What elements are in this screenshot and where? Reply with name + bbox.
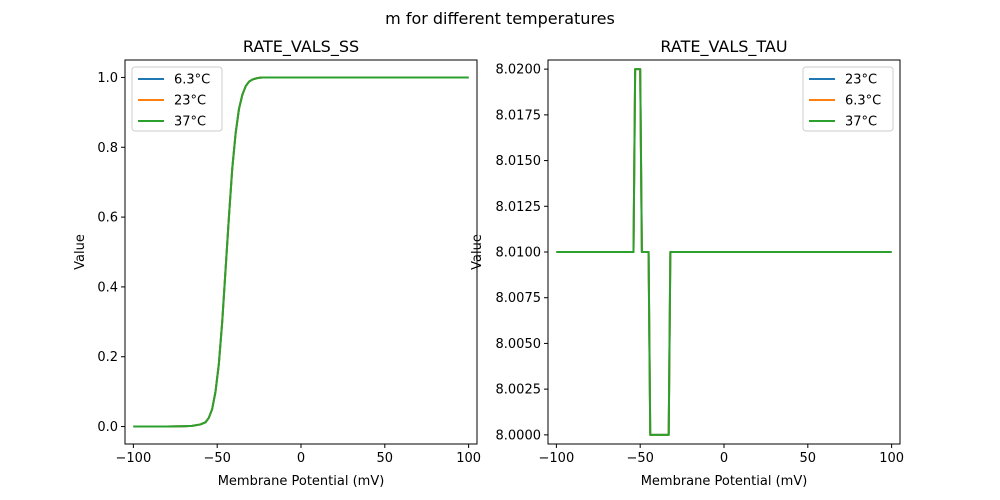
y-tick-label: 0.2 <box>97 350 118 365</box>
y-tick-label: 8.0075 <box>496 291 542 306</box>
legend-label: 37°C <box>174 115 206 130</box>
y-tick-label: 8.0100 <box>496 246 542 261</box>
legend-label: 37°C <box>845 115 877 130</box>
y-tick-label: 8.0000 <box>496 428 542 443</box>
legend-label: 23°C <box>174 94 206 109</box>
y-tick-label: 0.4 <box>97 280 118 295</box>
subplot-title: RATE_VALS_TAU <box>660 37 787 57</box>
subplot-title: RATE_VALS_SS <box>243 37 359 57</box>
legend-label: 23°C <box>845 73 877 88</box>
legend: 6.3°C 23°C 37°C <box>131 66 223 132</box>
legend-label: 6.3°C <box>845 94 881 109</box>
subplots: RATE_VALS_SS −100 −50 0 50 100 0.0 0.2 0.4 0.6 0.8… <box>73 37 904 489</box>
x-tick-label: −100 <box>539 451 575 466</box>
series-line <box>556 68 892 436</box>
axes-frame <box>124 59 478 445</box>
y-tick-label: 8.0175 <box>496 108 542 123</box>
x-tick-label: 50 <box>800 451 817 466</box>
x-tick-label: 50 <box>377 451 394 466</box>
x-axis-label: Membrane Potential (mV) <box>218 474 385 489</box>
x-tick-label: 0 <box>720 451 728 466</box>
y-tick-label: 0.0 <box>97 420 118 435</box>
axes-frame <box>547 59 901 445</box>
x-tick-label: −50 <box>203 451 230 466</box>
legend-box <box>131 66 223 132</box>
legend-label: 6.3°C <box>174 73 210 88</box>
y-tick-label: 0.8 <box>97 141 118 156</box>
y-tick-label: 8.0150 <box>496 154 542 169</box>
x-tick-label: 0 <box>297 451 305 466</box>
subplot-2: RATE_VALS_TAU −100 −50 0 50 100 8.0000 8.0025 8.… <box>470 37 904 489</box>
y-tick-label: 1.0 <box>97 71 118 86</box>
figure-suptitle: m for different temperatures <box>385 9 615 28</box>
y-tick-label: 0.6 <box>97 211 118 226</box>
x-tick-label: 100 <box>879 451 904 466</box>
y-tick-label: 8.0125 <box>496 200 542 215</box>
series-line <box>133 76 469 428</box>
y-axis-label: Value <box>73 234 88 270</box>
y-tick-label: 8.0050 <box>496 337 542 352</box>
subplot-1: RATE_VALS_SS −100 −50 0 50 100 0.0 0.2 0.4 0.6 0.8… <box>73 37 481 489</box>
x-axis-label: Membrane Potential (mV) <box>641 474 808 489</box>
legend: 23°C 6.3°C 37°C <box>802 66 894 132</box>
x-tick-label: −100 <box>116 451 152 466</box>
legend-box <box>802 66 894 132</box>
x-tick-label: 100 <box>456 451 481 466</box>
x-tick-label: −50 <box>626 451 653 466</box>
y-tick-label: 8.0200 <box>496 63 542 78</box>
y-tick-label: 8.0025 <box>496 383 542 398</box>
y-axis-label: Value <box>470 234 485 270</box>
